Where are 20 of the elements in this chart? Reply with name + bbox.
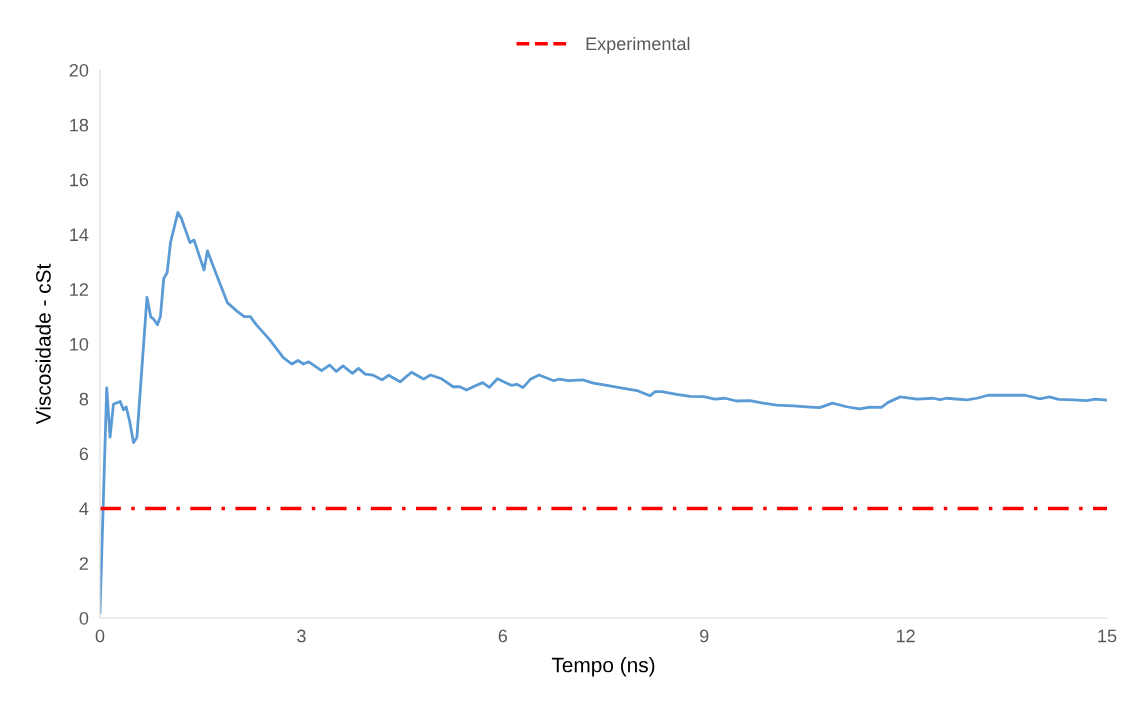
x-axis-title: Tempo (ns) <box>551 657 655 677</box>
y-tick-label: 18 <box>70 118 89 132</box>
y-tick-label: 20 <box>69 63 89 77</box>
y-tick-label: 14 <box>70 228 89 241</box>
y-tick-label: 6 <box>79 447 89 461</box>
y-tick-label: 0 <box>79 611 89 625</box>
x-tick-label: 6 <box>498 629 508 643</box>
x-tick-label: 15 <box>1098 629 1117 643</box>
y-tick-label: 10 <box>70 337 89 351</box>
y-tick-label: 12 <box>70 283 88 296</box>
y-tick-label: 8 <box>79 392 89 406</box>
x-tick-label: 3 <box>297 629 306 643</box>
legend-label: Experimental <box>586 36 690 54</box>
y-tick-label: 16 <box>70 173 89 187</box>
x-tick-label: 0 <box>95 629 105 643</box>
x-tick-label: 9 <box>700 629 709 643</box>
y-tick-label: 4 <box>79 502 89 515</box>
y-axis-title: Viscosidade - cSt <box>35 263 51 425</box>
x-tick-label: 12 <box>896 629 915 643</box>
y-tick-label: 2 <box>79 557 88 570</box>
